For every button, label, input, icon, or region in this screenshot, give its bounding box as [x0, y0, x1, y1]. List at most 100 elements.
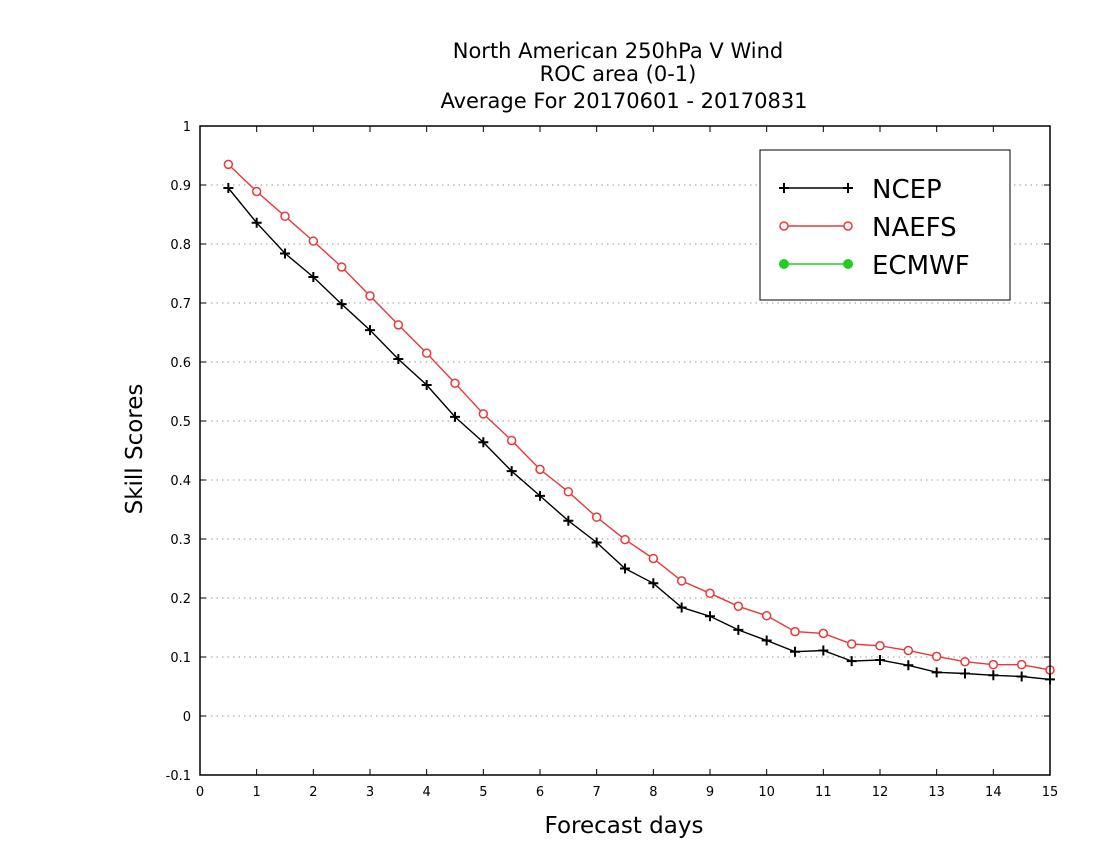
data-point-naefs: [506, 435, 517, 446]
data-point-naefs: [478, 409, 489, 419]
legend-label-ecmwf: ECMWF: [872, 251, 970, 281]
legend-marker-ncep: [843, 183, 853, 193]
data-point-naefs: [988, 659, 999, 670]
data-point-ncep: [1016, 671, 1027, 682]
legend-label-ncep: NCEP: [872, 175, 942, 205]
data-point-naefs: [960, 656, 970, 667]
data-point-ncep: [846, 656, 857, 667]
x-axis-title: Forecast days: [545, 813, 704, 839]
data-point-ncep: [478, 437, 489, 448]
legend-marker-ecmwf: [843, 259, 853, 269]
y-tick-label: 0.5: [170, 415, 191, 430]
data-point-ncep: [251, 217, 262, 228]
data-point-ncep: [733, 624, 744, 635]
x-tick-label: 0: [196, 785, 204, 800]
y-tick-label: 1: [183, 120, 191, 135]
series-ncep: [223, 182, 1055, 685]
x-tick-label: 15: [1042, 785, 1059, 800]
data-point-naefs: [676, 576, 687, 586]
y-tick-label: -0.1: [166, 769, 191, 784]
data-point-ncep: [421, 380, 432, 391]
data-point-ncep: [875, 654, 885, 665]
x-tick-label: 5: [479, 785, 487, 800]
legend-entry-naefs: NAEFS: [779, 213, 957, 243]
data-point-ncep: [761, 635, 772, 646]
x-tick-label: 3: [366, 785, 374, 800]
legend-marker-naefs: [779, 221, 789, 231]
data-point-ncep: [563, 515, 574, 526]
x-tick-label: 13: [928, 785, 945, 800]
data-point-ncep: [676, 602, 687, 613]
data-point-naefs: [591, 512, 602, 522]
data-point-ncep: [591, 537, 602, 548]
x-tick-label: 8: [649, 785, 657, 800]
data-point-ncep: [903, 660, 914, 671]
axes: -0.100.10.20.30.40.50.60.70.80.910 1 2 3 4 5 6…: [166, 120, 1059, 800]
legend-box: [759, 149, 1011, 301]
data-point-naefs: [308, 236, 319, 246]
data-point-naefs: [1016, 659, 1027, 670]
y-tick-label: 0.8: [170, 238, 191, 253]
data-point-ncep: [818, 645, 829, 656]
plot-frame: [199, 125, 1051, 776]
data-point-naefs: [705, 588, 715, 599]
chart-title-line-1: North American 250hPa V Wind: [453, 39, 784, 63]
data-point-naefs: [761, 610, 772, 621]
data-point-naefs: [393, 320, 404, 330]
data-point-naefs: [535, 464, 545, 475]
y-axis-title: Skill Scores: [122, 384, 148, 515]
chart-title-line-2: ROC area (0-1): [540, 62, 697, 86]
data-point-naefs: [733, 601, 744, 612]
data-point-naefs: [450, 378, 460, 388]
data-point-ncep: [988, 670, 999, 681]
y-tick-label: 0.2: [170, 592, 191, 607]
data-point-naefs: [903, 645, 914, 656]
x-tick-label: 14: [985, 785, 1002, 800]
y-tick-label: 0.6: [170, 356, 191, 371]
series-line-ncep: [227, 187, 1051, 681]
x-tick-label: 4: [423, 785, 431, 800]
data-point-ncep: [790, 646, 800, 657]
data-point-naefs: [421, 348, 432, 358]
x-tick-label: 11: [815, 785, 832, 800]
data-point-ncep: [535, 490, 545, 501]
data-point-ncep: [393, 354, 404, 365]
data-point-naefs: [931, 651, 942, 662]
data-point-ncep: [705, 611, 715, 622]
data-point-naefs: [875, 641, 885, 651]
data-point-naefs: [251, 186, 262, 197]
data-point-ncep: [336, 299, 347, 310]
data-point-ncep: [960, 668, 970, 679]
data-point-naefs: [336, 262, 347, 272]
x-tick-label: 7: [593, 785, 601, 800]
y-tick-label: 0.4: [170, 474, 191, 489]
legend-entry-ncep: NCEP: [779, 175, 942, 205]
legend: NCEP NAEFS ECMWF: [759, 149, 1011, 301]
y-tick-label: 0.3: [170, 533, 191, 548]
data-point-ncep: [506, 466, 517, 477]
y-tick-label: 0: [183, 710, 191, 725]
data-point-naefs: [818, 628, 829, 639]
data-point-naefs: [563, 487, 574, 497]
series-layer: [223, 159, 1055, 685]
data-point-naefs: [223, 159, 234, 170]
chart-title: North American 250hPa V Wind ROC area (0…: [440, 39, 807, 113]
data-point-ncep: [450, 411, 460, 422]
data-point-ncep: [223, 182, 234, 193]
legend-marker-naefs: [843, 221, 853, 231]
series-line-naefs: [227, 163, 1051, 671]
data-point-naefs: [790, 626, 800, 637]
data-point-ncep: [308, 272, 319, 283]
x-tick-label: 10: [758, 785, 775, 800]
x-tick-label: 2: [309, 785, 317, 800]
data-point-ncep: [620, 563, 630, 574]
data-point-naefs: [648, 553, 659, 564]
data-point-naefs: [280, 211, 290, 222]
data-point-ncep: [280, 248, 290, 259]
data-point-ncep: [931, 667, 942, 678]
x-tick-label: 9: [706, 785, 714, 800]
y-tick-label: 0.7: [170, 297, 191, 312]
x-tick-label: 6: [536, 785, 544, 800]
data-point-ncep: [648, 578, 659, 589]
